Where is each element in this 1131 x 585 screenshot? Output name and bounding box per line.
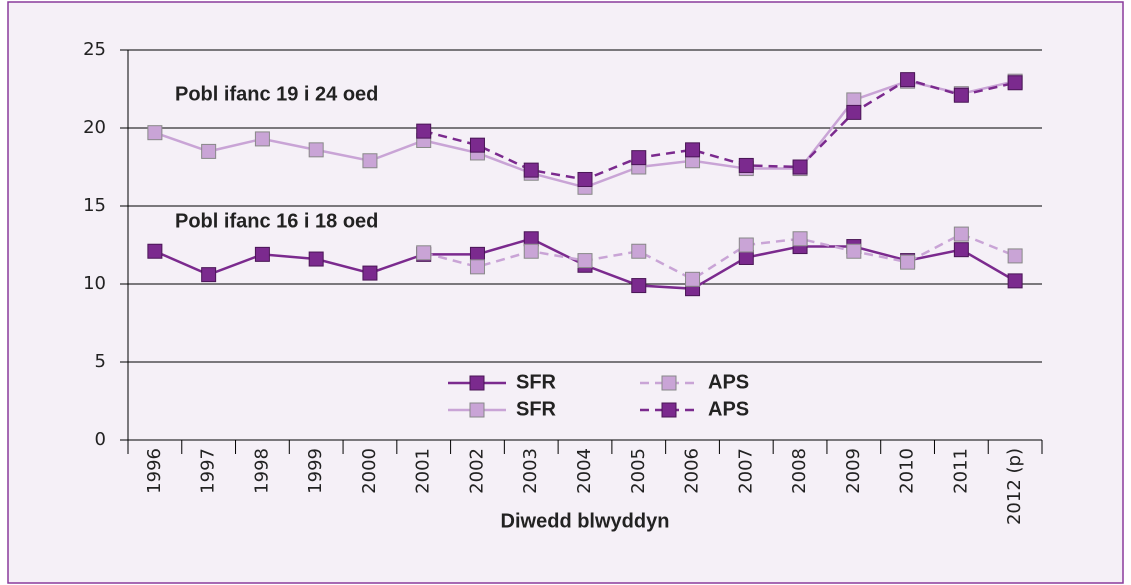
marker [661,402,677,418]
marker [953,226,969,242]
marker [1007,273,1023,289]
marker [738,249,754,265]
legend-label: SFR [516,398,557,420]
y-tick-label: 25 [83,39,106,60]
marker [416,245,432,261]
marker [953,242,969,258]
marker [846,92,862,108]
series-line [423,78,1016,181]
marker [254,131,270,147]
frame [7,1,1124,584]
marker [416,123,432,139]
marker [631,243,647,259]
x-tick-label: 2009 [843,448,864,494]
x-tick-label: 2001 [413,448,434,494]
marker [469,375,485,391]
x-tick-label: 2012 (p) [1004,448,1025,525]
marker [738,237,754,253]
x-tick-label: 2010 [897,448,918,494]
x-tick-label: 2006 [682,448,703,494]
marker [147,243,163,259]
x-tick-label: 2005 [628,448,649,494]
x-axis-title: Diwedd blwyddyn [501,510,670,532]
marker [577,171,593,187]
marker [469,246,485,262]
x-tick-label: 2003 [520,448,541,494]
marker [900,72,916,88]
y-tick-label: 20 [83,117,106,138]
marker [201,143,217,159]
marker [523,243,539,259]
marker [201,267,217,283]
marker [846,243,862,259]
x-tick-label: 2002 [466,448,487,494]
marker [685,142,701,158]
marker [147,125,163,141]
marker [792,159,808,175]
x-tick-label: 2000 [359,448,380,494]
marker [469,402,485,418]
marker [1007,75,1023,91]
marker [308,142,324,158]
marker [362,265,378,281]
marker [792,231,808,247]
marker [846,104,862,120]
marker [523,162,539,178]
annotation: Pobl ifanc 19 i 24 oed [175,83,378,105]
x-tick-label: 1997 [198,448,219,494]
y-tick-label: 15 [83,195,106,216]
marker [523,231,539,247]
y-tick-label: 10 [83,273,106,294]
x-tick-label: 1996 [144,448,165,494]
x-tick-label: 2007 [735,448,756,494]
marker [469,137,485,153]
marker [953,87,969,103]
y-tick-label: 0 [95,429,106,450]
marker [631,150,647,166]
annotation: Pobl ifanc 16 i 18 oed [175,210,378,232]
marker [254,246,270,262]
x-tick-label: 2004 [574,448,595,494]
legend-label: SFR [516,371,557,393]
x-tick-label: 1998 [251,448,272,494]
marker [577,253,593,269]
marker [631,278,647,294]
marker [362,153,378,169]
x-tick-label: 2011 [950,448,971,494]
marker [685,271,701,287]
marker [308,251,324,267]
marker [661,375,677,391]
x-tick-label: 2008 [789,448,810,494]
legend-label: APS [708,398,749,420]
marker [1007,248,1023,264]
marker [900,254,916,270]
legend-label: APS [708,371,749,393]
marker [469,259,485,275]
marker [738,157,754,173]
x-tick-label: 1999 [305,448,326,494]
y-tick-label: 5 [95,351,106,372]
